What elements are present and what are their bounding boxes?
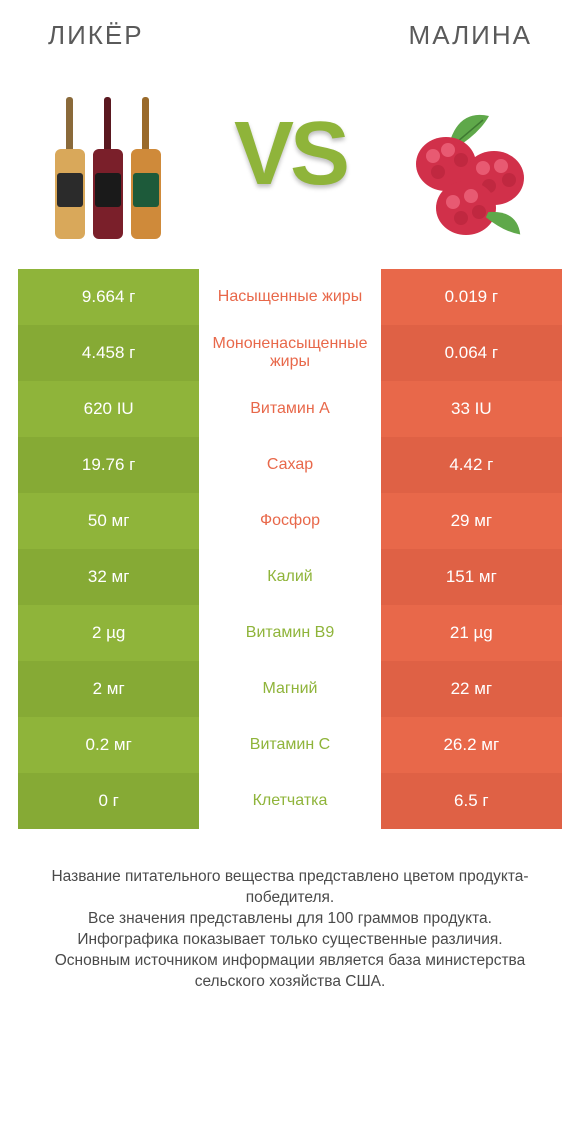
table-row: 4.458 гМононенасыщенные жиры0.064 г: [18, 325, 562, 381]
nutrient-label: Сахар: [199, 437, 380, 493]
left-value: 0 г: [18, 773, 199, 829]
table-row: 620 IUВитамин A33 IU: [18, 381, 562, 437]
nutrient-label: Калий: [199, 549, 380, 605]
left-value: 620 IU: [18, 381, 199, 437]
right-value: 4.42 г: [381, 437, 562, 493]
left-value: 2 мг: [18, 661, 199, 717]
left-value: 4.458 г: [18, 325, 199, 381]
table-row: 19.76 гСахар4.42 г: [18, 437, 562, 493]
table-row: 0 гКлетчатка6.5 г: [18, 773, 562, 829]
table-row: 2 мгМагний22 мг: [18, 661, 562, 717]
footer-note: Название питательного вещества представл…: [18, 867, 562, 993]
vs-label: VS: [234, 103, 346, 206]
right-value: 0.019 г: [381, 269, 562, 325]
footer-line: Все значения представлены для 100 граммо…: [40, 909, 540, 930]
right-value: 0.064 г: [381, 325, 562, 381]
hero-row: VS: [18, 69, 562, 239]
table-row: 32 мгКалий151 мг: [18, 549, 562, 605]
right-value: 33 IU: [381, 381, 562, 437]
nutrient-label: Магний: [199, 661, 380, 717]
titles-bar: ЛИКЁР МАЛИНА: [18, 20, 562, 51]
right-value: 26.2 мг: [381, 717, 562, 773]
bottle-icon: [91, 97, 125, 239]
nutrient-label: Насыщенные жиры: [199, 269, 380, 325]
nutrient-label: Витамин C: [199, 717, 380, 773]
footer-line: Инфографика показывает только существенн…: [40, 930, 540, 951]
nutrient-label: Витамин A: [199, 381, 380, 437]
bottle-icon: [53, 97, 87, 239]
right-value: 29 мг: [381, 493, 562, 549]
liqueur-image: [40, 69, 175, 239]
right-title: МАЛИНА: [409, 20, 532, 51]
table-row: 9.664 гНасыщенные жиры0.019 г: [18, 269, 562, 325]
right-value: 21 µg: [381, 605, 562, 661]
right-value: 22 мг: [381, 661, 562, 717]
nutrient-label: Клетчатка: [199, 773, 380, 829]
right-value: 151 мг: [381, 549, 562, 605]
left-value: 0.2 мг: [18, 717, 199, 773]
footer-line: Основным источником информации является …: [40, 951, 540, 993]
nutrient-label: Мононенасыщенные жиры: [199, 325, 380, 381]
left-value: 2 µg: [18, 605, 199, 661]
left-value: 32 мг: [18, 549, 199, 605]
nutrient-label: Витамин B9: [199, 605, 380, 661]
nutrient-label: Фосфор: [199, 493, 380, 549]
left-title: ЛИКЁР: [48, 20, 144, 51]
comparison-table: 9.664 гНасыщенные жиры0.019 г4.458 гМоно…: [18, 269, 562, 829]
left-value: 50 мг: [18, 493, 199, 549]
bottle-icon: [129, 97, 163, 239]
table-row: 2 µgВитамин B921 µg: [18, 605, 562, 661]
footer-line: Название питательного вещества представл…: [40, 867, 540, 909]
right-value: 6.5 г: [381, 773, 562, 829]
left-value: 9.664 г: [18, 269, 199, 325]
table-row: 0.2 мгВитамин C26.2 мг: [18, 717, 562, 773]
table-row: 50 мгФосфор29 мг: [18, 493, 562, 549]
left-value: 19.76 г: [18, 437, 199, 493]
raspberry-image: [405, 69, 540, 239]
